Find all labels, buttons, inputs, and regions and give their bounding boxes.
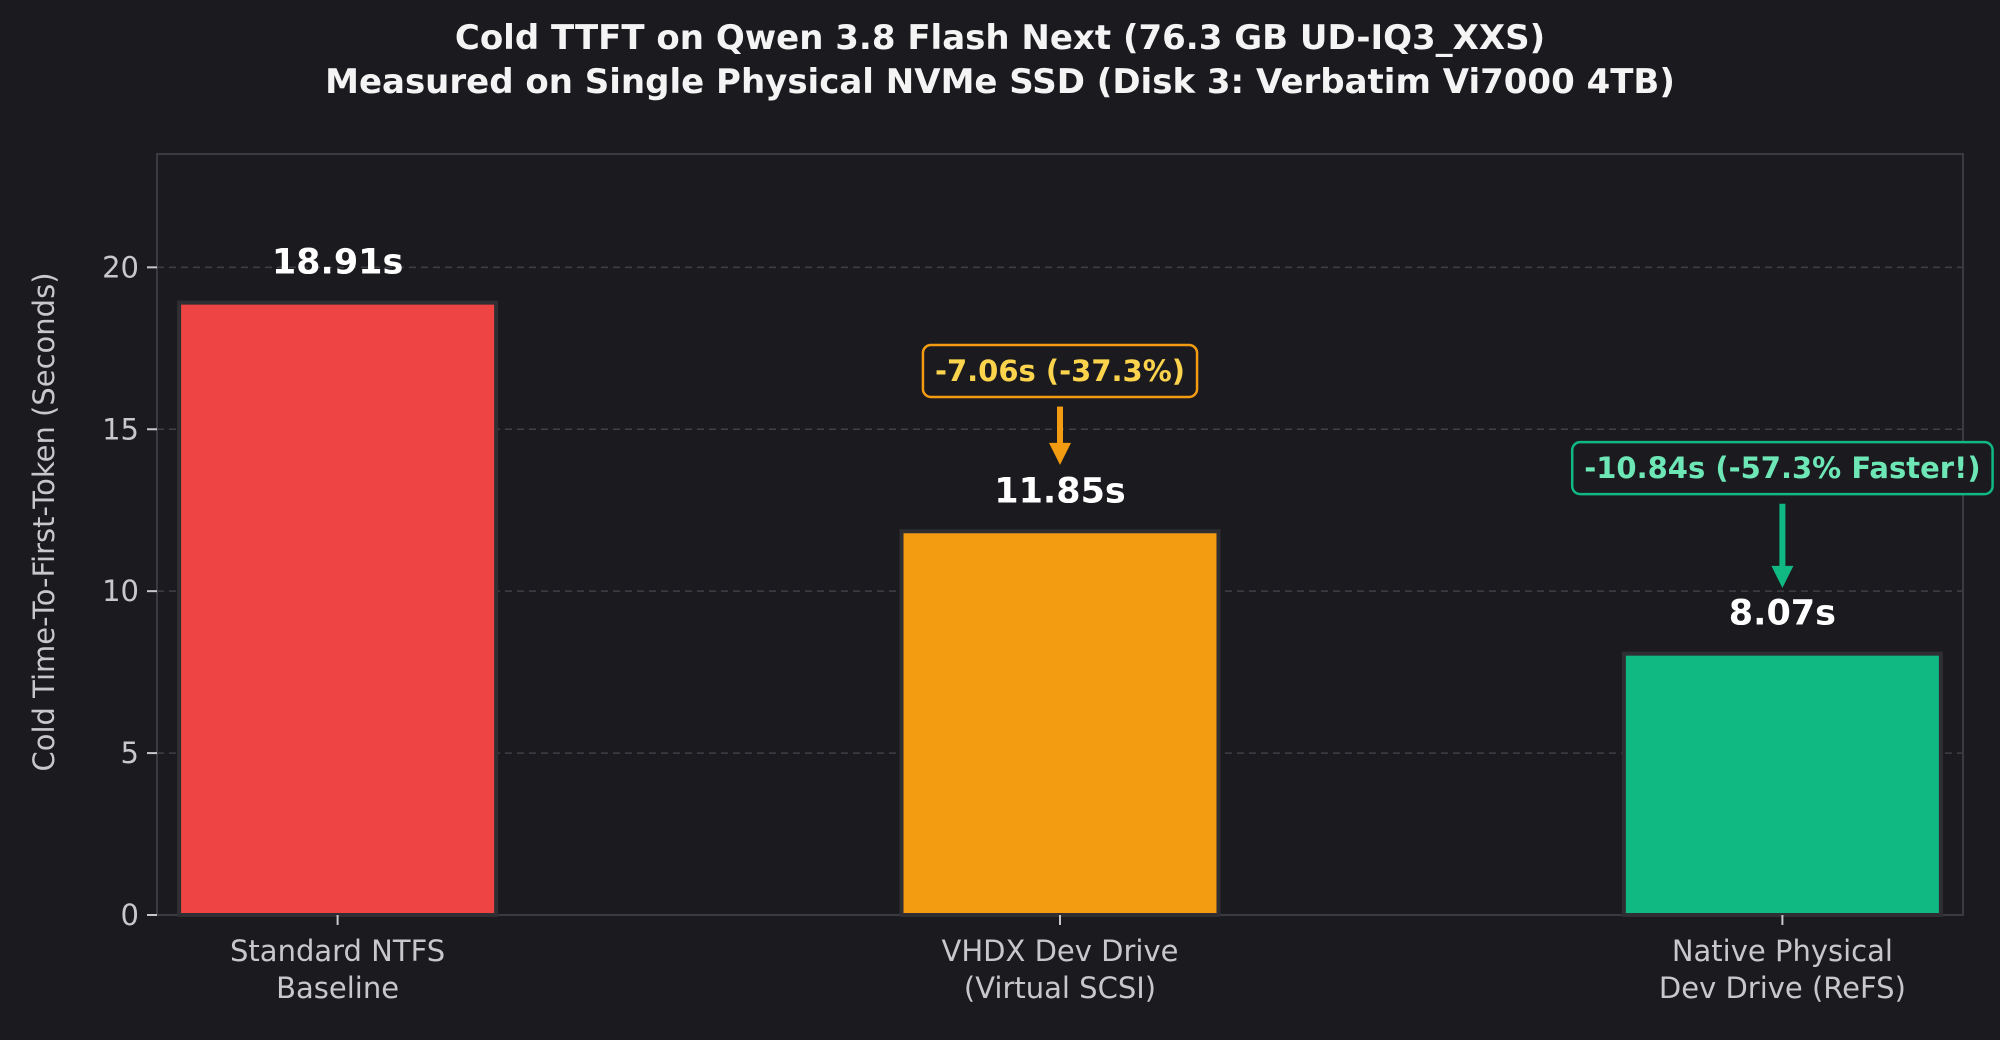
chart-title-line-1: Cold TTFT on Qwen 3.8 Flash Next (76.3 G… <box>455 18 1545 58</box>
x-tick-label: (Virtual SCSI) <box>964 971 1156 1005</box>
bar-value-label: 11.85s <box>994 471 1126 511</box>
x-tick-label: Dev Drive (ReFS) <box>1659 971 1906 1005</box>
chart-title-line-2: Measured on Single Physical NVMe SSD (Di… <box>325 62 1675 102</box>
x-tick-label: Standard NTFS <box>230 934 445 968</box>
bar-1 <box>899 529 1221 918</box>
bar-2 <box>1621 651 1943 917</box>
bar-0 <box>177 300 499 917</box>
x-tick-label: Native Physical <box>1672 934 1893 968</box>
y-axis-label: Cold Time-To-First-Token (Seconds) <box>27 272 61 771</box>
annotation-box <box>1570 440 1994 496</box>
y-tick-label: 15 <box>102 412 139 446</box>
y-tick-label: 20 <box>102 250 139 284</box>
annotation-text: -7.06s (-37.3%) <box>935 354 1185 388</box>
annotation-arrow-head <box>1049 442 1071 465</box>
x-tick-label: Baseline <box>276 971 399 1005</box>
annotation-text: -10.84s (-57.3% Faster!) <box>1584 451 1980 485</box>
y-tick-label: 5 <box>121 736 139 770</box>
y-tick-label: 10 <box>102 574 139 608</box>
annotation-box <box>921 343 1199 399</box>
bar-value-label: 8.07s <box>1729 594 1836 634</box>
y-tick-label: 0 <box>121 898 139 932</box>
bar-value-label: 18.91s <box>272 243 404 283</box>
x-tick-label: VHDX Dev Drive <box>942 934 1179 968</box>
annotation-arrow-head <box>1771 565 1794 588</box>
